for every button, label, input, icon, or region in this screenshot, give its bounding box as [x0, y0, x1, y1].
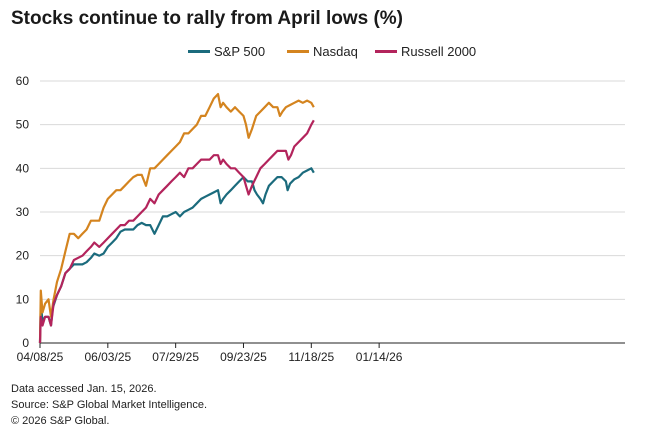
footnotes: Data accessed Jan. 15, 2026. Source: S&P… — [11, 381, 207, 429]
y-tick-label-50: 50 — [16, 118, 30, 132]
footnote-copyright: © 2026 S&P Global. — [11, 415, 110, 427]
y-tick-label-10: 10 — [16, 292, 30, 306]
x-tick-label-2: 07/29/25 — [152, 350, 199, 364]
series-line-s-p-500 — [38, 167, 315, 344]
legend-item-sp500: S&P 500 — [188, 44, 265, 59]
footnote-data-accessed: Data accessed Jan. 15, 2026. — [11, 383, 157, 395]
chart-legend: S&P 500 Nasdaq Russell 2000 — [0, 44, 660, 64]
chart-title: Stocks continue to rally from April lows… — [11, 8, 404, 29]
legend-swatch-russell2000 — [375, 50, 397, 53]
y-tick-label-20: 20 — [16, 249, 30, 263]
x-tick-label-3: 09/23/25 — [220, 350, 267, 364]
y-tick-label-30: 30 — [16, 205, 30, 219]
legend-item-russell2000: Russell 2000 — [375, 44, 476, 59]
legend-item-nasdaq: Nasdaq — [287, 44, 358, 59]
legend-label-nasdaq: Nasdaq — [313, 44, 358, 59]
series-line-nasdaq — [38, 93, 315, 344]
x-tick-label-5: 01/14/26 — [356, 350, 403, 364]
series-line-russell-2000 — [38, 119, 315, 344]
footnote-source: Source: S&P Global Market Intelligence. — [11, 399, 208, 411]
legend-label-russell2000: Russell 2000 — [401, 44, 477, 59]
legend-swatch-sp500 — [188, 50, 210, 53]
y-tick-label-0: 0 — [22, 336, 29, 350]
y-tick-label-40: 40 — [16, 161, 30, 175]
y-tick-label-60: 60 — [16, 74, 30, 88]
legend-label-sp500: S&P 500 — [214, 44, 266, 59]
x-tick-label-4: 11/18/25 — [288, 350, 334, 364]
x-tick-label-1: 06/03/25 — [84, 350, 131, 364]
x-tick-label-0: 04/08/25 — [17, 350, 64, 364]
legend-swatch-nasdaq — [287, 50, 309, 53]
